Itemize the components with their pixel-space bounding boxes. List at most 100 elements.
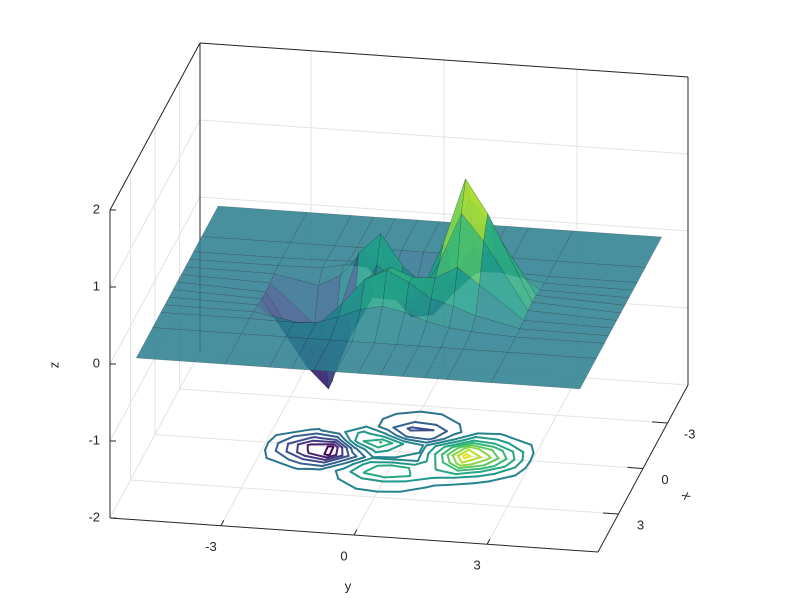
axis-line: [109, 42, 201, 211]
contour-line: [296, 443, 299, 454]
contour-line: [530, 443, 535, 455]
contour-line: [451, 441, 474, 449]
contour-line: [365, 425, 387, 435]
axis-line: [199, 42, 689, 78]
contour-line: [361, 461, 372, 466]
contour-line: [458, 423, 463, 434]
contour-line: [381, 438, 394, 445]
contour-line: [264, 449, 268, 460]
contour-line: [362, 430, 372, 435]
contour-line: [362, 438, 384, 443]
contour-line: [371, 456, 396, 461]
contour-line: [395, 434, 407, 441]
surface-face: [490, 352, 597, 390]
contour-line: [362, 440, 380, 449]
contour-line: [342, 463, 355, 470]
contour-line: [508, 442, 525, 454]
contour-line: [448, 439, 465, 445]
contour-line: [363, 448, 374, 459]
contour-line: [456, 454, 464, 464]
contour-line: [285, 450, 304, 461]
contour-line: [296, 439, 314, 446]
contour-line: [377, 442, 394, 449]
contour-line: [441, 461, 459, 472]
tick-mark: [602, 512, 619, 515]
contour-line: [463, 455, 472, 460]
contour-line: [348, 455, 358, 460]
contour-line: [301, 458, 320, 463]
contour-line: [443, 433, 456, 440]
y-tick-label: 3: [473, 558, 480, 573]
contour-line: [418, 444, 425, 454]
contour-line: [413, 460, 428, 466]
y-tick-label: 0: [340, 548, 347, 563]
contour-line: [413, 420, 438, 426]
contour-line: [472, 480, 491, 485]
z-tick-label: 0: [93, 355, 100, 370]
contour-line: [337, 477, 357, 490]
contour-line: [392, 426, 407, 438]
contour-line: [334, 469, 340, 480]
contour-line: [287, 436, 313, 445]
contour-line: [377, 425, 389, 431]
contour-line: [292, 432, 318, 438]
contour-line: [511, 450, 516, 461]
contour-line: [478, 448, 490, 457]
contour-line: [399, 486, 427, 493]
surface-face: [201, 205, 308, 243]
contour-line: [404, 438, 428, 444]
contour-line: [452, 432, 479, 441]
grid-line: [179, 388, 668, 424]
contour-line: [441, 413, 461, 426]
contour-line: [344, 431, 352, 442]
contour-line: [393, 458, 418, 463]
grid-line: [199, 196, 689, 232]
z-tick-label: 2: [93, 201, 100, 216]
contour-line: [264, 441, 270, 452]
contour-line: [335, 438, 348, 449]
x-tick-label: 0: [661, 472, 668, 487]
contour-line: [345, 446, 350, 457]
z-tick-label: -2: [88, 509, 100, 524]
z-tick-label: -1: [88, 432, 100, 447]
contour-line: [287, 458, 302, 465]
contour-line: [386, 442, 405, 452]
y-tick-label: -3: [205, 539, 217, 554]
contour-line: [454, 471, 475, 476]
contour-line: [344, 438, 356, 449]
z-tick-label: 1: [93, 278, 100, 293]
contour-line: [328, 445, 335, 456]
contour-line: [453, 431, 463, 436]
contour-line: [419, 410, 444, 416]
z-axis-label: z: [46, 362, 61, 369]
contour-line: [420, 444, 428, 455]
tick-mark: [220, 520, 225, 526]
contour-line: [416, 452, 423, 462]
grid-line: [109, 119, 201, 288]
contour-line: [501, 449, 508, 460]
contour-line: [521, 451, 525, 462]
contour-line: [386, 428, 398, 437]
grid-line: [130, 479, 619, 515]
contour-line: [491, 449, 500, 460]
contour-line: [494, 442, 514, 453]
contour-line: [514, 467, 527, 477]
contour-line: [311, 439, 337, 444]
contour-line: [277, 435, 295, 445]
contour-line: [349, 439, 358, 447]
contour-line: [403, 440, 425, 447]
contour-line: [483, 457, 500, 467]
contour-line: [434, 445, 446, 456]
contour-line: [285, 442, 290, 453]
contour-line: [327, 453, 331, 457]
contour-line: [446, 446, 460, 456]
contour-line: [405, 435, 430, 441]
contour-line: [355, 444, 366, 451]
contour-line: [458, 464, 485, 470]
contour-line: [296, 451, 306, 457]
contour-line: [488, 474, 517, 483]
contour-line: [427, 437, 436, 441]
contour-line: [321, 461, 336, 468]
contour-line: [267, 434, 278, 444]
